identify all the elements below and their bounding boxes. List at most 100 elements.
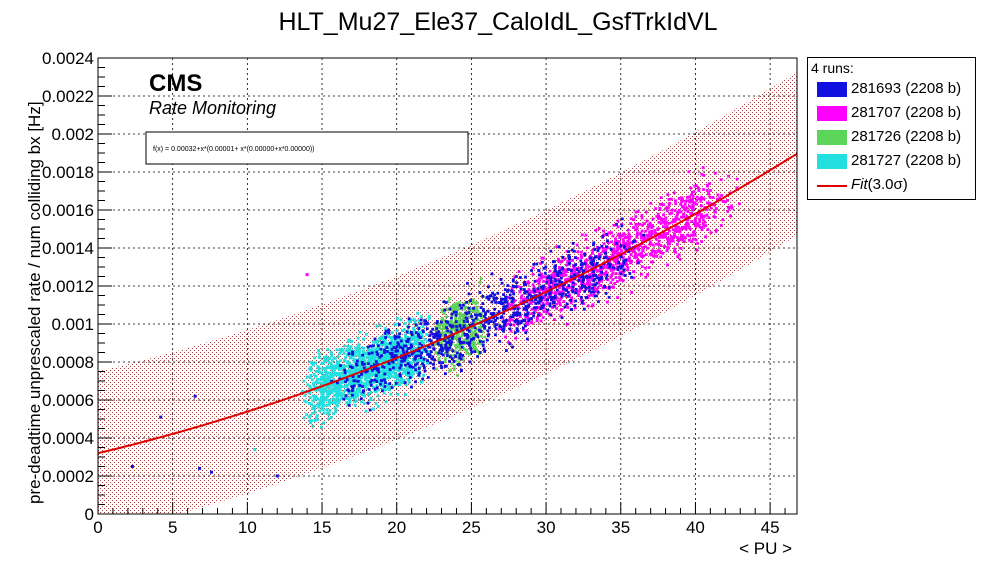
data-point bbox=[467, 311, 471, 314]
data-point bbox=[469, 348, 473, 352]
data-point bbox=[643, 237, 647, 241]
data-point bbox=[634, 253, 637, 256]
data-point bbox=[542, 279, 546, 283]
data-point bbox=[560, 267, 564, 271]
data-point bbox=[433, 335, 437, 339]
data-point bbox=[404, 344, 408, 348]
data-point bbox=[384, 329, 388, 333]
data-point bbox=[420, 332, 424, 336]
data-point bbox=[511, 284, 515, 288]
data-point bbox=[547, 274, 551, 278]
data-point bbox=[356, 394, 359, 398]
data-point bbox=[619, 255, 623, 259]
data-point bbox=[433, 358, 436, 362]
data-point bbox=[689, 212, 693, 215]
data-point bbox=[445, 307, 448, 311]
data-point bbox=[558, 269, 561, 273]
x-tick-label: 40 bbox=[686, 518, 705, 537]
data-point bbox=[321, 403, 325, 406]
data-point bbox=[532, 262, 536, 266]
data-point bbox=[691, 197, 694, 201]
data-point bbox=[666, 242, 670, 246]
data-point bbox=[540, 260, 544, 264]
data-point bbox=[697, 224, 701, 227]
data-point bbox=[487, 298, 491, 301]
data-point bbox=[311, 378, 314, 382]
data-point bbox=[380, 335, 384, 339]
data-point bbox=[438, 326, 441, 330]
data-point bbox=[503, 300, 507, 304]
data-point bbox=[450, 314, 454, 318]
data-point bbox=[602, 264, 605, 267]
data-point bbox=[492, 296, 496, 300]
data-point bbox=[642, 233, 646, 237]
data-point bbox=[356, 359, 359, 363]
data-point bbox=[642, 238, 646, 241]
data-point bbox=[378, 336, 382, 340]
data-point bbox=[629, 217, 633, 221]
data-point bbox=[446, 300, 450, 303]
data-point bbox=[320, 375, 324, 379]
data-point bbox=[448, 339, 451, 343]
data-point bbox=[414, 380, 417, 384]
data-point bbox=[466, 334, 470, 338]
data-point bbox=[426, 376, 430, 379]
data-point bbox=[365, 362, 368, 366]
data-point bbox=[623, 236, 627, 239]
data-point bbox=[313, 419, 317, 422]
data-point bbox=[609, 275, 613, 279]
data-point bbox=[479, 322, 483, 326]
data-point bbox=[375, 350, 379, 354]
data-point bbox=[651, 249, 655, 253]
data-point bbox=[456, 363, 460, 366]
data-point bbox=[326, 411, 330, 414]
data-point bbox=[674, 224, 678, 228]
data-point bbox=[407, 342, 411, 346]
data-point bbox=[413, 357, 417, 360]
data-point bbox=[436, 337, 439, 341]
data-point bbox=[391, 371, 395, 374]
legend-swatch bbox=[817, 130, 847, 145]
data-point bbox=[359, 397, 363, 401]
data-point bbox=[321, 390, 325, 394]
data-point bbox=[336, 355, 340, 358]
data-point bbox=[680, 200, 683, 203]
data-point bbox=[366, 345, 370, 349]
data-point bbox=[689, 186, 693, 190]
data-point bbox=[555, 306, 558, 310]
data-point bbox=[581, 271, 585, 274]
data-point bbox=[548, 285, 552, 289]
data-point bbox=[357, 390, 361, 394]
data-point bbox=[416, 371, 419, 375]
data-point bbox=[613, 282, 617, 285]
data-point bbox=[596, 249, 600, 252]
data-point bbox=[399, 380, 403, 384]
data-point bbox=[406, 368, 410, 372]
data-point bbox=[409, 370, 412, 373]
data-point bbox=[511, 297, 515, 301]
data-point bbox=[555, 288, 559, 292]
data-point bbox=[554, 269, 557, 273]
data-point bbox=[629, 253, 633, 256]
data-point bbox=[495, 323, 498, 327]
data-point bbox=[440, 318, 444, 322]
data-point bbox=[353, 369, 357, 373]
data-point bbox=[594, 255, 598, 258]
data-point bbox=[616, 296, 619, 299]
data-point bbox=[615, 252, 619, 256]
data-point bbox=[662, 218, 665, 221]
data-point bbox=[394, 322, 398, 326]
data-point bbox=[381, 387, 384, 391]
data-point bbox=[688, 234, 692, 238]
data-point bbox=[507, 302, 510, 306]
data-point bbox=[536, 287, 540, 291]
data-point bbox=[401, 346, 405, 350]
data-point bbox=[370, 379, 374, 382]
data-point bbox=[494, 319, 497, 322]
data-point bbox=[536, 317, 539, 320]
data-point bbox=[611, 278, 615, 281]
data-point bbox=[519, 296, 523, 300]
data-point bbox=[304, 400, 308, 404]
data-point bbox=[644, 229, 648, 233]
data-point bbox=[541, 306, 545, 309]
